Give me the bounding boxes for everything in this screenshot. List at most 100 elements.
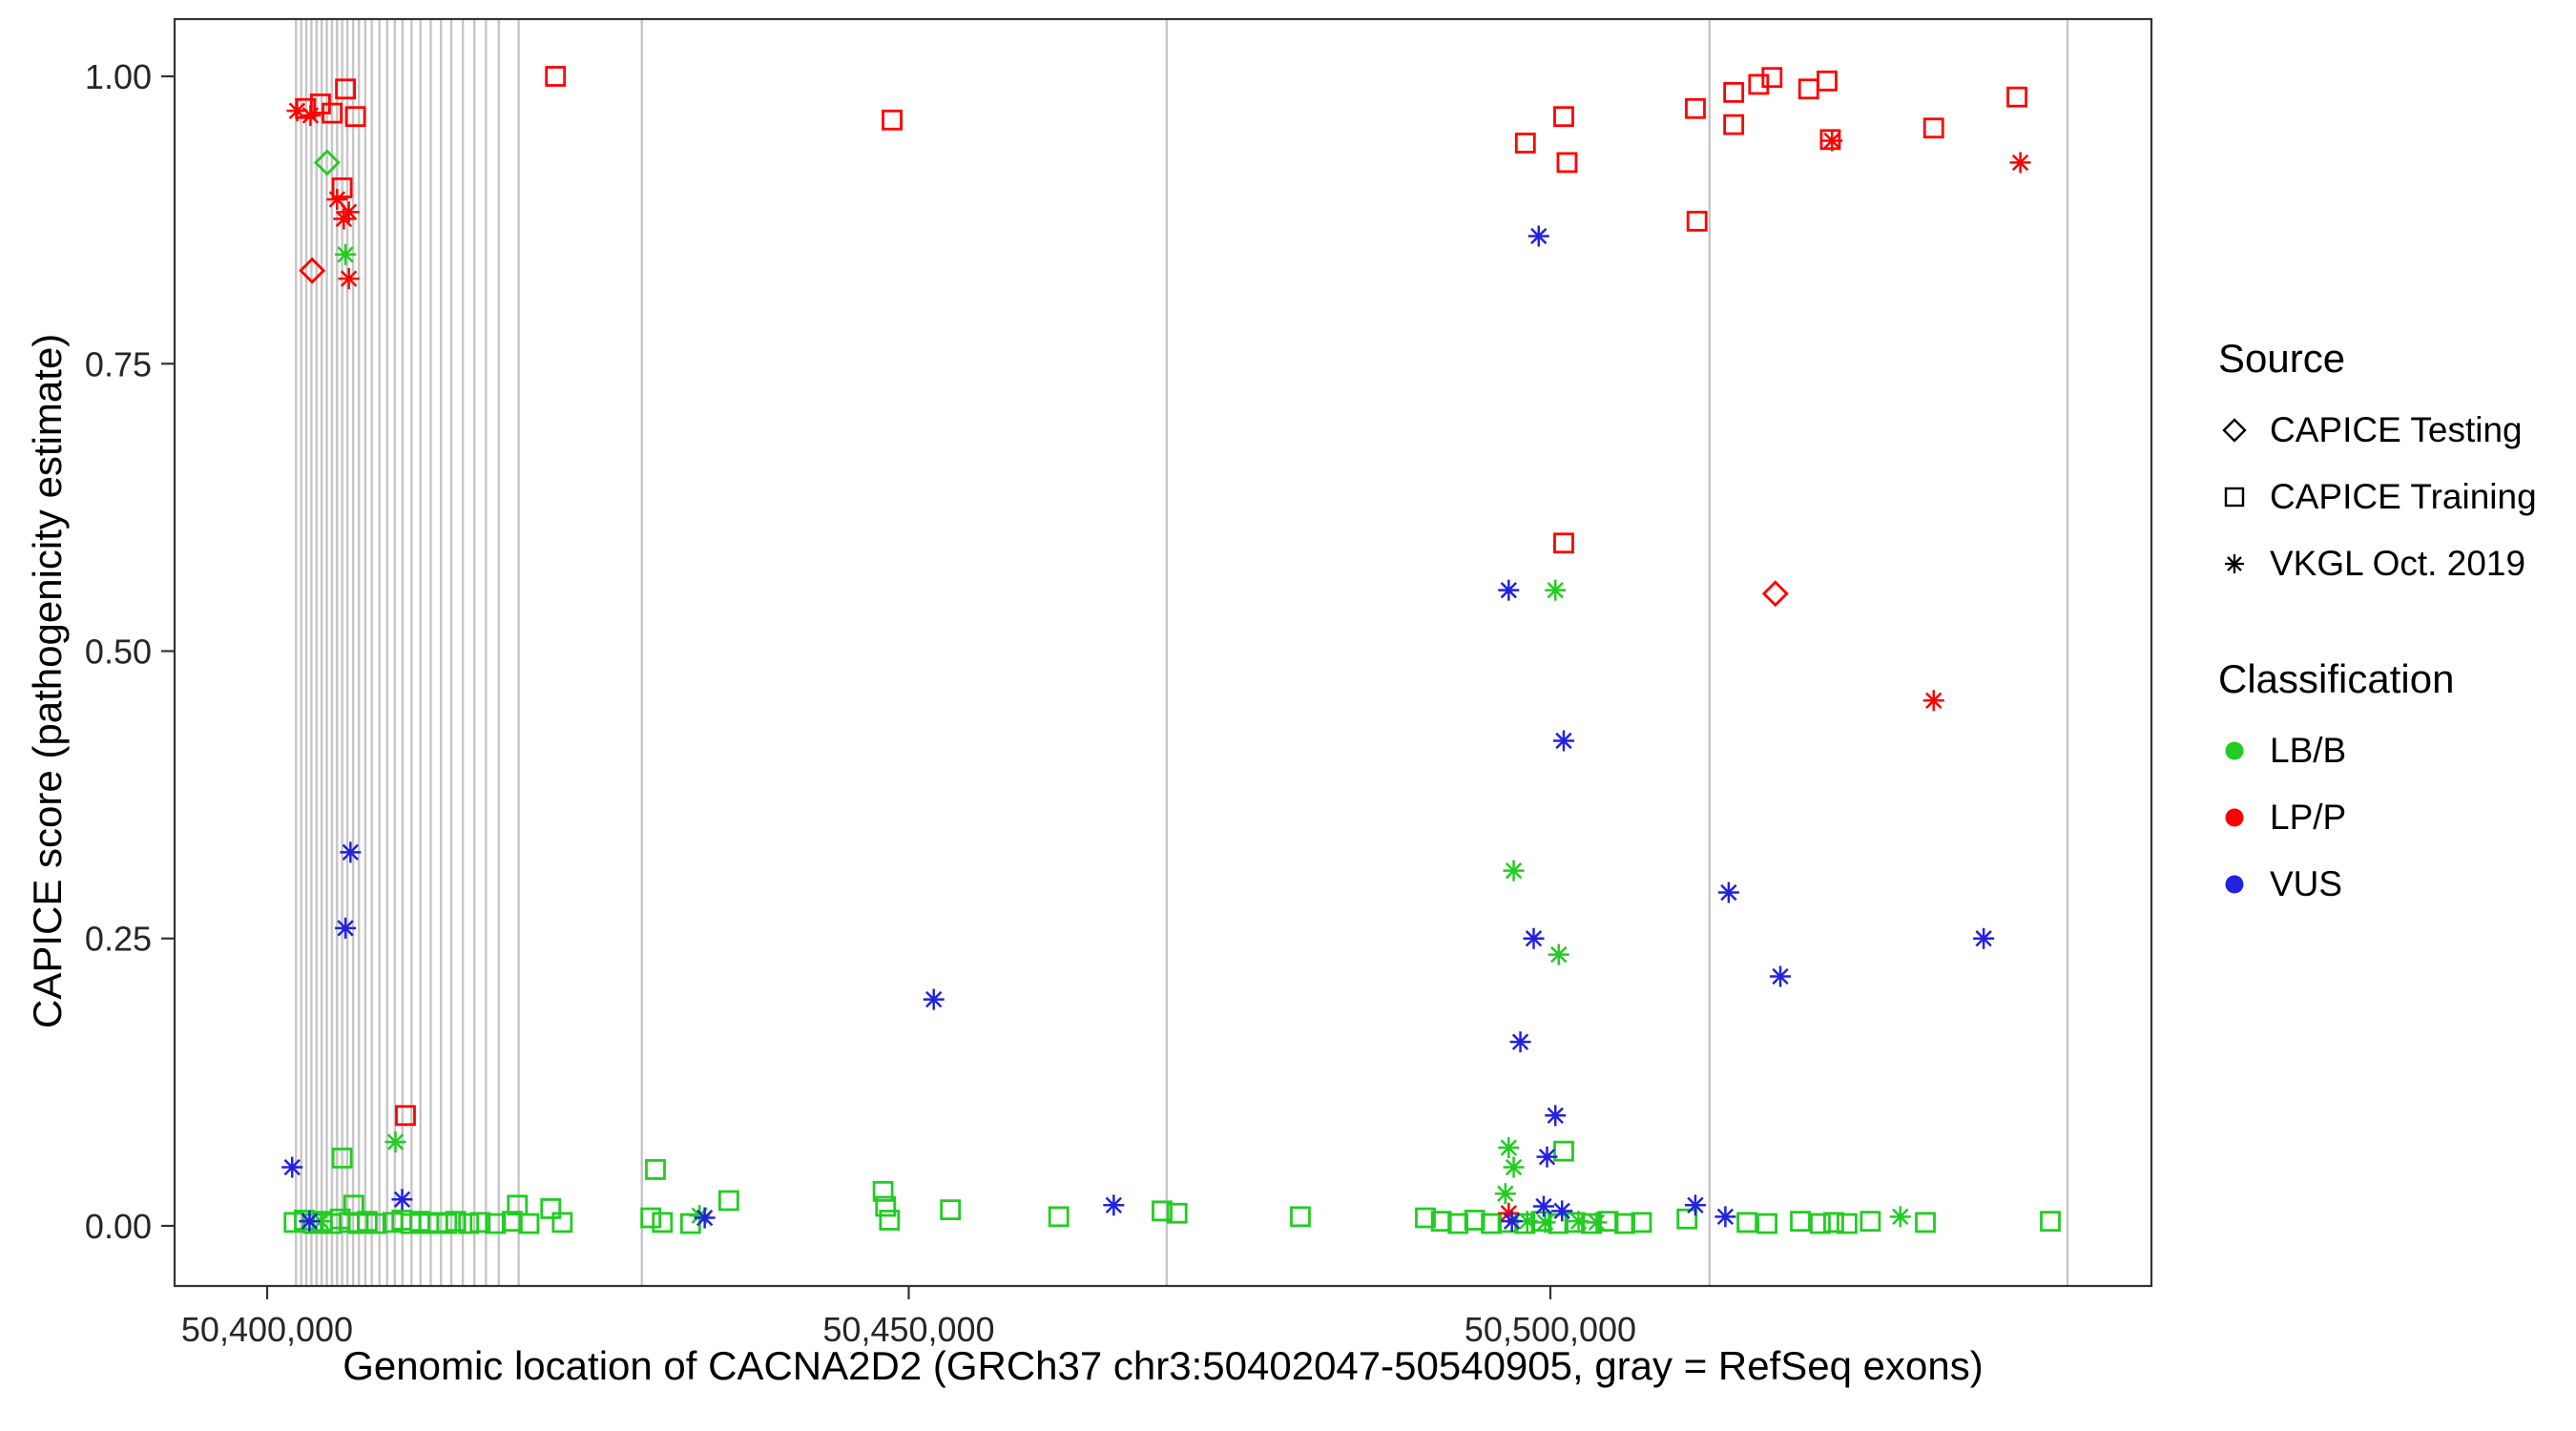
y-tick-label: 0.25 bbox=[85, 920, 152, 959]
point-asterisk bbox=[1889, 1206, 1911, 1228]
point-square bbox=[1553, 106, 1574, 128]
point-square bbox=[2040, 1211, 2061, 1233]
point-asterisk bbox=[1498, 1137, 1520, 1159]
point-square bbox=[640, 1207, 662, 1229]
point-square bbox=[1761, 67, 1783, 89]
point-square bbox=[545, 66, 567, 87]
point-asterisk bbox=[333, 208, 355, 230]
point-square bbox=[331, 176, 353, 198]
point-square bbox=[1631, 1212, 1652, 1234]
point-asterisk bbox=[1545, 579, 1567, 601]
legend: Source CAPICE Testing CAPICE Training VK… bbox=[2218, 336, 2571, 977]
point-asterisk bbox=[1509, 1031, 1531, 1053]
point-square bbox=[1686, 210, 1708, 232]
point-square bbox=[551, 1212, 573, 1234]
point-asterisk bbox=[1714, 1206, 1736, 1228]
point-asterisk bbox=[1548, 944, 1569, 965]
point-square bbox=[645, 1159, 666, 1180]
x-axis-title: Genomic location of CACNA2D2 (GRCh37 chr… bbox=[343, 1343, 1984, 1388]
point-asterisk bbox=[2009, 152, 2031, 174]
legend-classification-title: Classification bbox=[2218, 656, 2455, 701]
point-asterisk bbox=[391, 1189, 413, 1211]
point-asterisk bbox=[694, 1207, 716, 1229]
point-asterisk bbox=[1527, 225, 1549, 247]
point-asterisk bbox=[1922, 690, 1944, 712]
point-square bbox=[322, 102, 343, 124]
point-square bbox=[445, 1211, 467, 1233]
blue-dot-icon bbox=[2218, 868, 2251, 901]
green-dot-icon bbox=[2218, 735, 2251, 767]
point-asterisk bbox=[281, 1156, 303, 1178]
y-tick-label: 0.50 bbox=[85, 632, 152, 671]
point-asterisk bbox=[1534, 1212, 1556, 1234]
point-asterisk bbox=[1533, 1195, 1555, 1217]
legend-item-lbb: LB/B bbox=[2218, 731, 2571, 771]
legend-item-label: CAPICE Training bbox=[2270, 477, 2537, 516]
point-square bbox=[1748, 73, 1770, 95]
x-tick-label: 50,400,000 bbox=[181, 1310, 353, 1349]
point-square bbox=[1415, 1207, 1436, 1229]
point-square bbox=[395, 1105, 416, 1127]
point-square bbox=[872, 1180, 894, 1202]
point-asterisk bbox=[384, 1131, 406, 1153]
y-tick-label: 0.75 bbox=[85, 344, 152, 384]
legend-classification-section: Classification LB/B LP/P VUS bbox=[2218, 656, 2571, 904]
point-square bbox=[501, 1211, 523, 1233]
point-asterisk bbox=[1503, 1156, 1525, 1178]
point-square bbox=[344, 106, 366, 128]
diamond-shape-icon bbox=[2218, 414, 2251, 446]
point-square bbox=[331, 1147, 353, 1169]
point-square bbox=[540, 1198, 562, 1219]
point-square bbox=[1430, 1211, 1452, 1233]
point-square bbox=[1756, 1213, 1777, 1234]
point-square bbox=[507, 1194, 529, 1216]
point-asterisk bbox=[1770, 965, 1792, 987]
point-asterisk bbox=[300, 104, 322, 126]
legend-item-label: CAPICE Testing bbox=[2270, 410, 2523, 449]
point-asterisk bbox=[1586, 1212, 1608, 1234]
point-asterisk bbox=[299, 1211, 321, 1233]
point-asterisk bbox=[1545, 1105, 1567, 1127]
point-square bbox=[1723, 81, 1745, 103]
y-tick-label: 1.00 bbox=[85, 57, 152, 96]
point-square bbox=[1915, 1212, 1936, 1234]
legend-item-vkgl: VKGL Oct. 2019 bbox=[2218, 544, 2571, 584]
point-square bbox=[1614, 1213, 1635, 1234]
point-asterisk bbox=[340, 841, 362, 863]
legend-item-label: LP/P bbox=[2270, 798, 2347, 837]
point-square bbox=[1797, 78, 1819, 100]
point-square bbox=[365, 1213, 387, 1234]
legend-item-lpp: LP/P bbox=[2218, 798, 2571, 838]
legend-source-title: Source bbox=[2218, 336, 2346, 381]
point-square bbox=[1685, 97, 1706, 119]
point-diamond bbox=[313, 149, 341, 176]
point-square bbox=[1481, 1213, 1503, 1234]
point-square bbox=[485, 1213, 507, 1234]
point-square bbox=[1823, 1212, 1844, 1234]
point-square bbox=[1810, 1213, 1831, 1234]
point-asterisk bbox=[1821, 130, 1843, 152]
point-asterisk bbox=[338, 268, 360, 290]
point-square bbox=[1817, 70, 1838, 92]
point-asterisk bbox=[1523, 927, 1545, 949]
point-square bbox=[1514, 132, 1536, 154]
legend-source-section: Source CAPICE Testing CAPICE Training VK… bbox=[2218, 336, 2571, 584]
y-axis-title: CAPICE score (pathogenicity estimate) bbox=[25, 333, 70, 1028]
point-asterisk bbox=[335, 243, 357, 265]
legend-item-label: VKGL Oct. 2019 bbox=[2270, 544, 2526, 583]
point-square bbox=[458, 1213, 480, 1234]
point-asterisk bbox=[1551, 1200, 1573, 1222]
x-tick-label: 50,500,000 bbox=[1465, 1310, 1636, 1349]
point-asterisk bbox=[923, 988, 945, 1010]
point-square bbox=[940, 1199, 962, 1221]
point-asterisk bbox=[1503, 860, 1525, 881]
point-square bbox=[518, 1213, 540, 1234]
point-square bbox=[1048, 1206, 1070, 1228]
point-asterisk bbox=[1498, 579, 1520, 601]
asterisk-shape-icon bbox=[2218, 548, 2251, 580]
legend-item-capice-training: CAPICE Training bbox=[2218, 477, 2571, 517]
point-square bbox=[1553, 1140, 1574, 1162]
point-asterisk bbox=[1684, 1194, 1706, 1216]
